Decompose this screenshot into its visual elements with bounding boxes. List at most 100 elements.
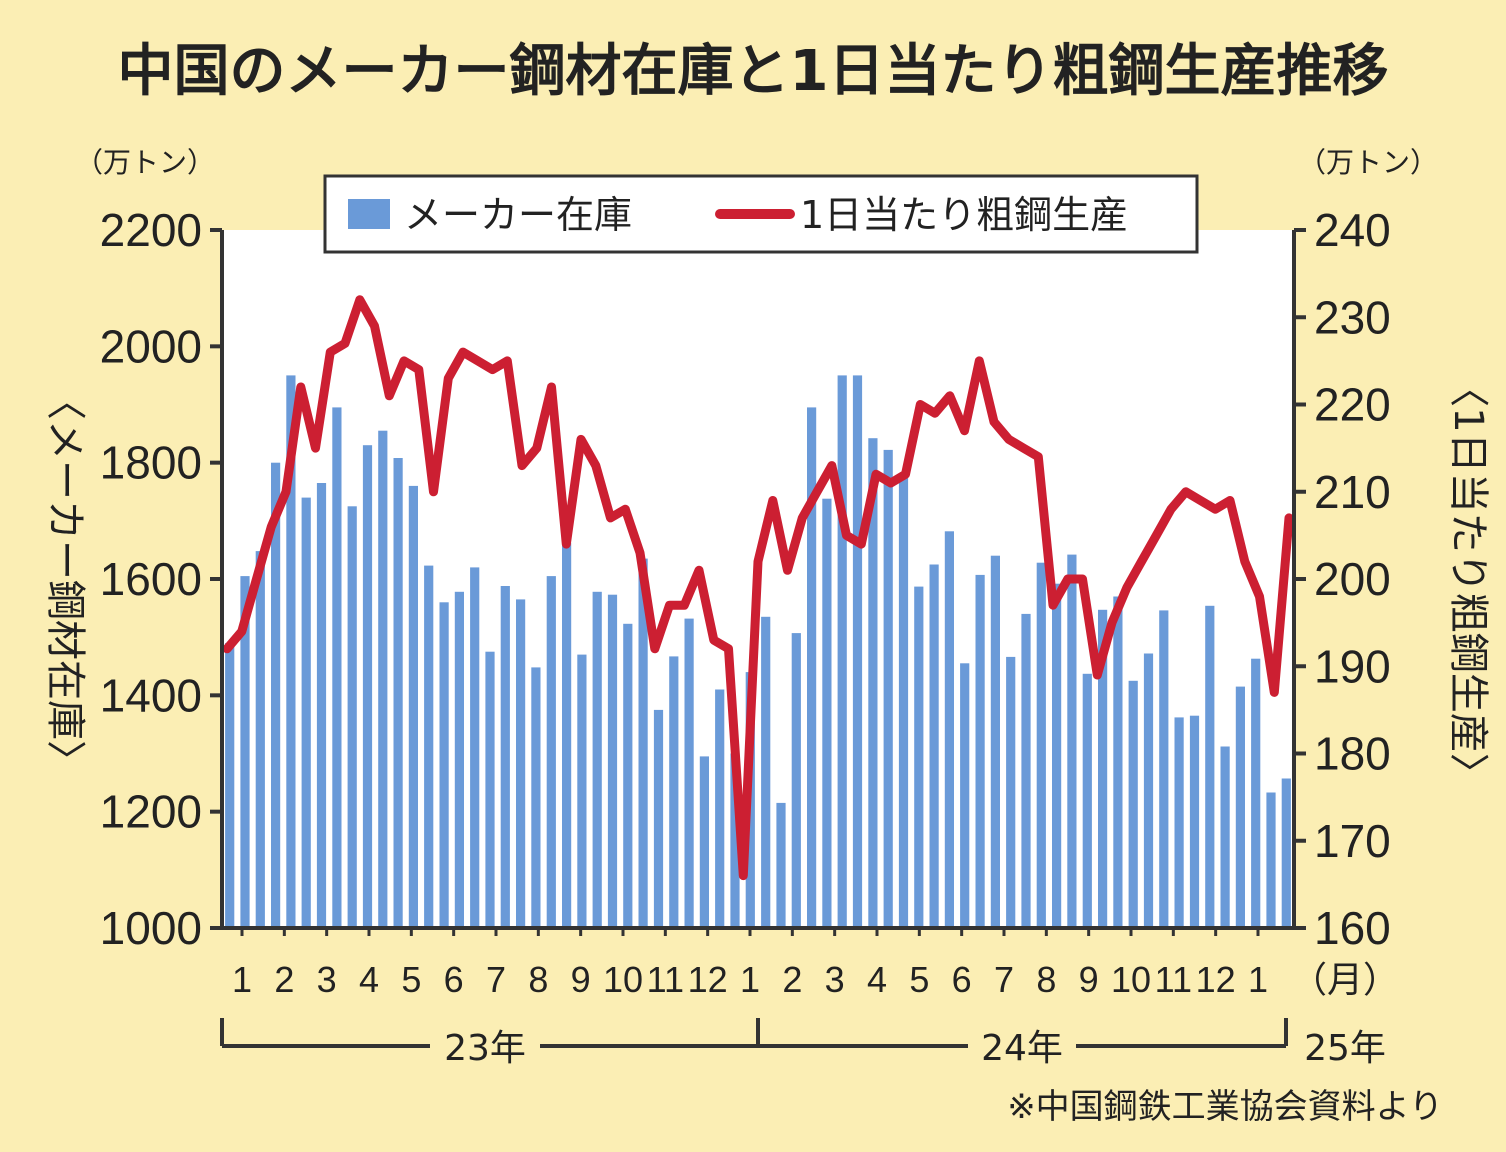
inventory-bar — [500, 586, 510, 928]
inventory-bar — [225, 643, 235, 928]
inventory-bar — [898, 477, 909, 928]
inventory-bar — [454, 591, 464, 928]
inventory-bar — [577, 654, 587, 928]
inventory-bar — [424, 565, 434, 928]
right-tick-label: 170 — [1314, 815, 1391, 867]
right-tick-label: 210 — [1314, 466, 1391, 518]
inventory-bar — [255, 551, 265, 928]
year-label: 24年 — [981, 1028, 1063, 1069]
month-tick-label: 10 — [1111, 959, 1151, 1000]
inventory-bar — [944, 531, 954, 928]
legend-line-label: 1日当たり粗鋼生産 — [800, 193, 1128, 237]
right-axis-ticks: 160 170 180 190 200 210 220 230 240 — [1294, 204, 1391, 954]
month-tick-label: 7 — [486, 959, 506, 1000]
inventory-bar — [1006, 656, 1016, 928]
inventory-bar — [531, 667, 541, 928]
inventory-bar — [1266, 792, 1276, 928]
inventory-bar — [699, 756, 709, 928]
inventory-bar — [1235, 686, 1245, 928]
month-tick-label: 2 — [782, 959, 802, 1000]
month-tick-label: 11 — [1155, 959, 1192, 1000]
month-tick-label: 10 — [603, 959, 643, 1000]
month-tick-label: 5 — [401, 959, 421, 1000]
inventory-bar — [837, 375, 847, 928]
left-tick-label: 2200 — [100, 204, 202, 256]
left-tick-label: 1400 — [100, 669, 202, 721]
right-tick-label: 180 — [1314, 728, 1391, 780]
left-tick-label: 1200 — [100, 786, 202, 838]
inventory-bar — [592, 591, 602, 928]
year-brackets: 23年 24年 25年 — [220, 1018, 1386, 1069]
inventory-bar — [332, 407, 342, 928]
inventory-bar — [408, 485, 418, 928]
inventory-bar — [485, 651, 495, 928]
legend-bar-swatch — [348, 199, 390, 229]
inventory-bar — [1067, 554, 1077, 928]
right-tick-label: 230 — [1314, 291, 1391, 343]
line-series — [222, 295, 1294, 881]
month-tick-label: 4 — [867, 959, 887, 1000]
month-tick-label: 1 — [1248, 959, 1268, 1000]
right-axis-unit: （万トン） — [1298, 146, 1438, 179]
inventory-bar — [316, 483, 327, 928]
right-tick-label: 200 — [1314, 553, 1391, 605]
left-axis-ticks: 1000 1200 1400 1600 1800 2000 2200 — [100, 204, 222, 954]
right-tick-label: 190 — [1314, 640, 1391, 692]
legend-bar-label: メーカー在庫 — [404, 193, 632, 237]
inventory-bar — [1098, 609, 1108, 928]
left-tick-label: 1600 — [100, 553, 202, 605]
inventory-bar — [715, 689, 725, 928]
inventory-bar — [1281, 778, 1291, 928]
right-axis-label: 〈1日当たり粗鋼生産〉 — [1445, 367, 1491, 792]
inventory-bar — [607, 594, 618, 928]
left-axis-label: 〈メーカー鋼材在庫〉 — [42, 380, 88, 780]
inventory-bar — [1082, 673, 1092, 928]
legend: メーカー在庫 1日当たり粗鋼生産 — [323, 174, 1199, 254]
inventory-bar — [1052, 583, 1062, 928]
left-tick-label: 1000 — [100, 902, 202, 954]
inventory-bar — [807, 407, 817, 928]
inventory-bar — [684, 618, 694, 928]
inventory-bar — [439, 602, 449, 928]
left-tick-label: 2000 — [100, 320, 202, 372]
month-tick-label: 2 — [274, 959, 294, 1000]
inventory-bar — [1128, 680, 1138, 928]
inventory-bar — [362, 445, 373, 928]
month-unit: （月） — [1291, 959, 1399, 1000]
inventory-bar — [990, 555, 1000, 928]
inventory-bar — [730, 753, 740, 928]
month-tick-label: 1 — [232, 959, 252, 1000]
inventory-bar — [347, 506, 357, 928]
month-tick-label: 11 — [647, 959, 684, 1000]
month-tick-label: 4 — [359, 959, 379, 1000]
inventory-bar — [1205, 605, 1215, 928]
inventory-bar — [1220, 746, 1230, 928]
inventory-bar — [776, 802, 786, 928]
inventory-bar — [562, 542, 572, 928]
month-tick-label: 12 — [688, 959, 728, 1000]
inventory-bar — [1174, 717, 1184, 928]
month-tick-label: 5 — [909, 959, 929, 1000]
month-tick-labels: 1 2 3 4 5 6 7 8 9 10 11 12 1 2 3 4 5 6 7 8 9 10 11 12 1 — [232, 928, 1268, 1000]
inventory-bar — [1143, 653, 1154, 928]
inventory-bar — [286, 375, 296, 928]
inventory-bar — [271, 462, 281, 928]
inventory-bar — [378, 430, 388, 928]
inventory-bar — [975, 574, 985, 928]
inventory-bar — [240, 576, 250, 928]
inventory-bar — [1159, 610, 1169, 928]
inventory-bar — [761, 616, 771, 928]
month-tick-label: 1 — [740, 959, 760, 1000]
right-tick-label: 160 — [1314, 902, 1391, 954]
right-tick-label: 220 — [1314, 379, 1391, 431]
inventory-bar — [653, 709, 664, 928]
source-note: ※中国鋼鉄工業協会資料より — [1007, 1087, 1443, 1127]
left-axis-unit: （万トン） — [75, 146, 215, 179]
inventory-bar — [301, 497, 311, 928]
inventory-bar — [791, 633, 801, 928]
inventory-bar — [868, 438, 878, 928]
bar-series — [225, 375, 1291, 928]
inventory-bar — [1113, 596, 1123, 928]
month-tick-label: 8 — [1036, 959, 1056, 1000]
